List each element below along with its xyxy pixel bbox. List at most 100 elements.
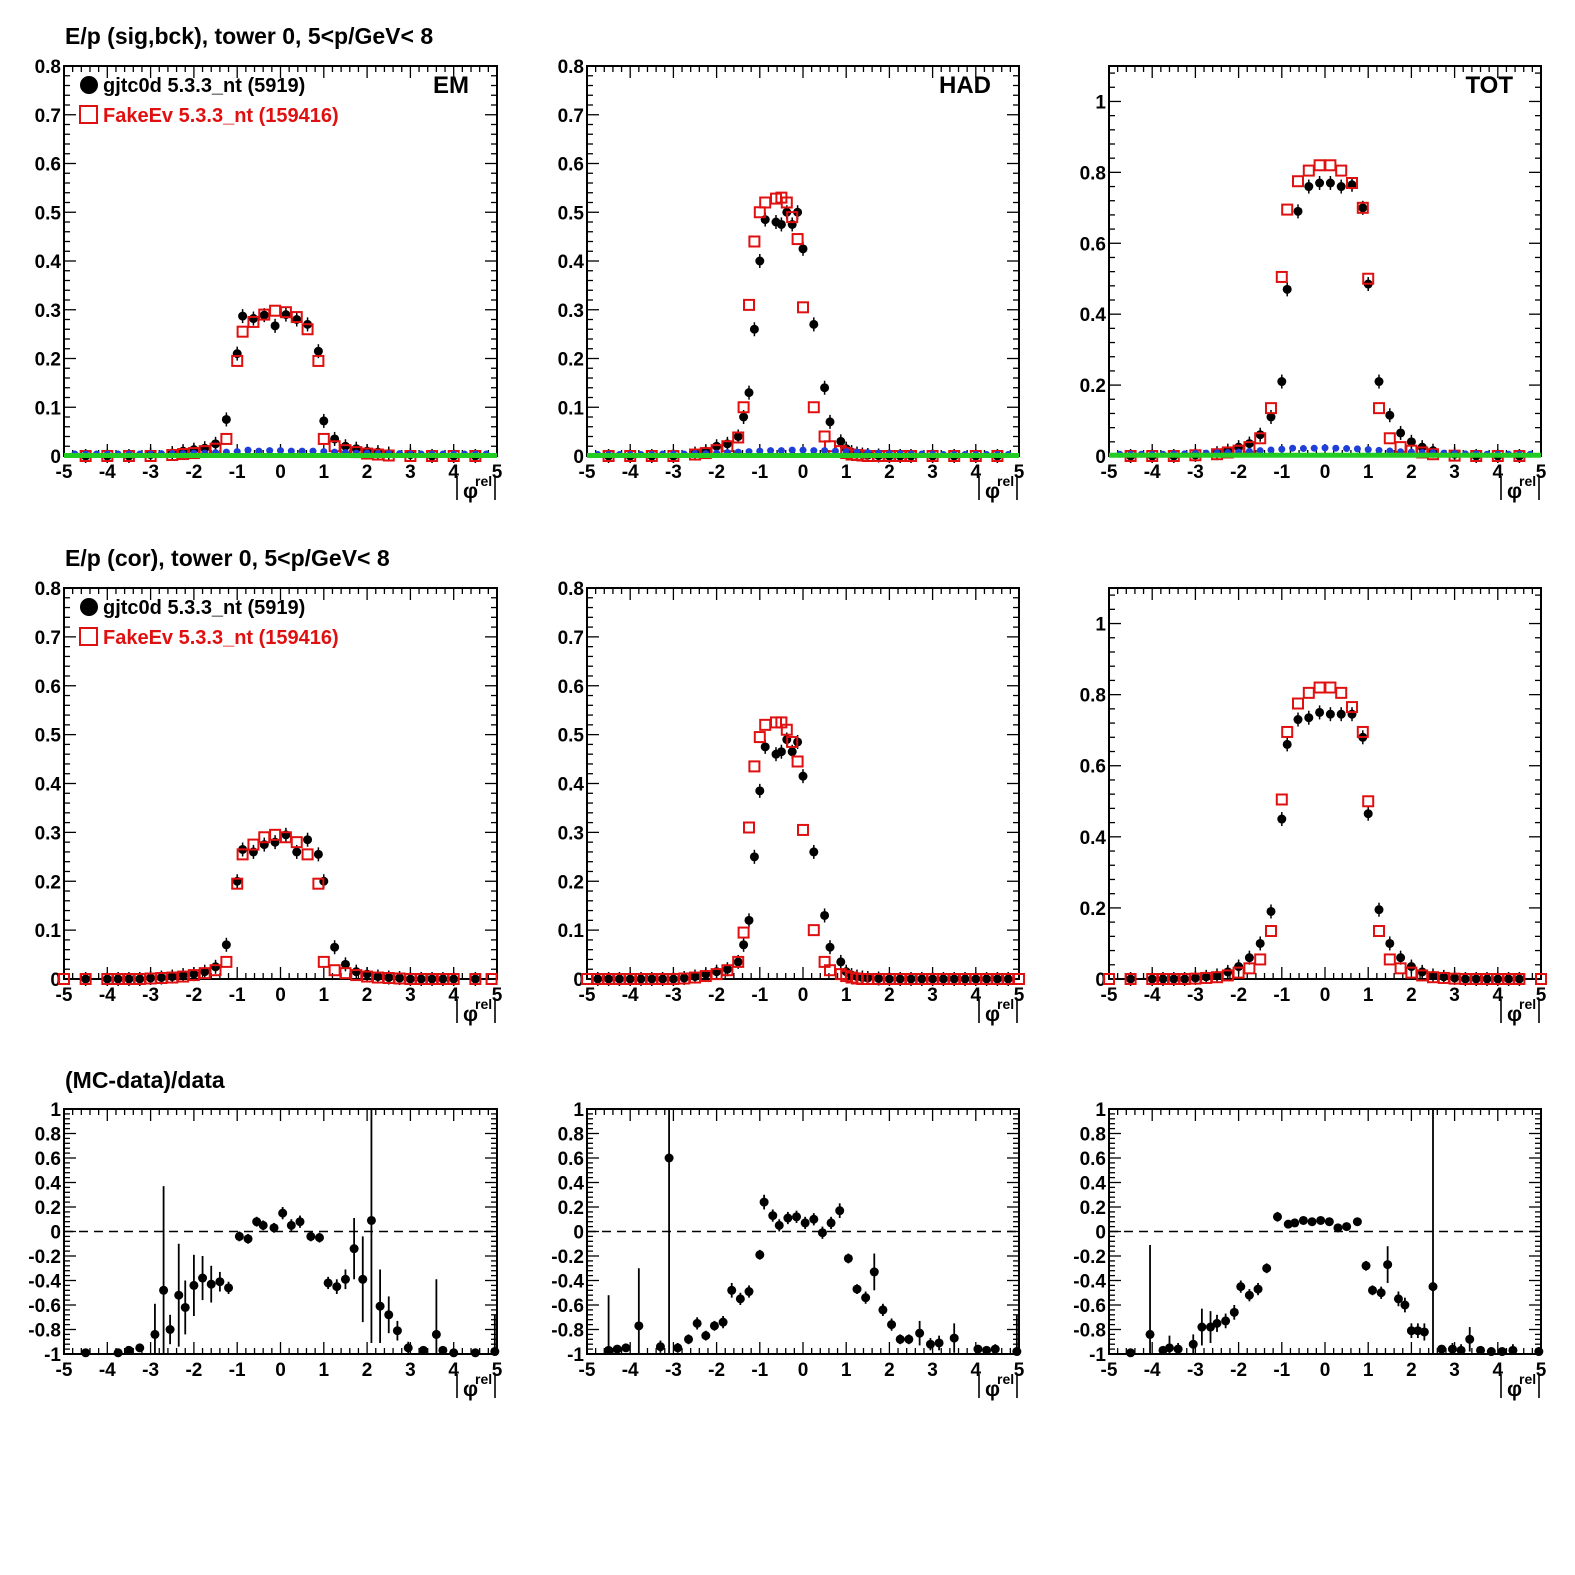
legend-data-label: gjtc0d 5.3.3_nt (5919) bbox=[103, 597, 305, 619]
data-point bbox=[636, 974, 646, 984]
data-point bbox=[1336, 709, 1346, 719]
bck-data-point bbox=[821, 447, 829, 455]
mc-point bbox=[1362, 795, 1375, 808]
ratio-point bbox=[1307, 1217, 1317, 1227]
ratio-point bbox=[755, 1250, 765, 1260]
x-axis-label-phi: φ bbox=[985, 1378, 1000, 1401]
mc-point bbox=[743, 821, 755, 834]
bck-data-point bbox=[1267, 446, 1275, 454]
x-axis-label-phi: φ bbox=[463, 480, 478, 503]
x-axis-label-phi: φ bbox=[1507, 1003, 1522, 1026]
ratio-point bbox=[701, 1331, 711, 1341]
data-point bbox=[1277, 377, 1287, 387]
y-tick-label: -0.8 bbox=[28, 1321, 61, 1342]
mc-point bbox=[1383, 953, 1396, 966]
y-tick-label: 0.8 bbox=[35, 579, 61, 600]
y-tick-label: 0.2 bbox=[1080, 899, 1106, 920]
data-point bbox=[960, 974, 970, 984]
data-point bbox=[330, 942, 340, 952]
x-tick-label: 2 bbox=[884, 985, 895, 1006]
ratio-point bbox=[113, 1348, 123, 1358]
x-tick-label: -5 bbox=[579, 1360, 596, 1381]
legend-mc-marker bbox=[79, 105, 98, 124]
ratio-point bbox=[418, 1345, 428, 1355]
ratio-point bbox=[878, 1305, 888, 1315]
y-tick-label: 0.8 bbox=[1080, 163, 1106, 184]
data-point bbox=[1385, 410, 1395, 420]
mc-point bbox=[1265, 925, 1277, 938]
mc-point bbox=[79, 973, 92, 985]
ratio-point bbox=[925, 1339, 935, 1349]
x-tick-label: -2 bbox=[1230, 462, 1247, 483]
x-tick-label: -5 bbox=[56, 985, 73, 1006]
mc-point bbox=[807, 924, 820, 937]
x-tick-label: -2 bbox=[1230, 1360, 1247, 1381]
ratio-point bbox=[718, 1317, 728, 1327]
bck-data-point bbox=[1299, 445, 1307, 453]
data-point bbox=[614, 974, 624, 984]
x-tick-label: 0 bbox=[1320, 985, 1331, 1006]
data-point bbox=[1325, 178, 1335, 188]
data-point bbox=[221, 414, 231, 424]
ratio-point bbox=[1229, 1307, 1239, 1317]
ratio-point bbox=[349, 1244, 359, 1254]
y-tick-label: 0.2 bbox=[558, 872, 584, 893]
y-tick-label: 0.4 bbox=[1080, 305, 1107, 326]
mc-point bbox=[748, 235, 761, 248]
data-point bbox=[313, 346, 323, 356]
x-axis-label-phi: φ bbox=[463, 1378, 478, 1401]
x-tick-label: -5 bbox=[579, 462, 596, 483]
y-tick-label: -1 bbox=[1089, 1345, 1106, 1366]
x-tick-label: -1 bbox=[1273, 462, 1290, 483]
data-point bbox=[438, 974, 448, 984]
ratio-point bbox=[1333, 1223, 1343, 1233]
data-point bbox=[1417, 967, 1427, 977]
x-tick-label: -1 bbox=[229, 985, 246, 1006]
data-point bbox=[1460, 974, 1470, 984]
x-tick-label: 1 bbox=[841, 462, 852, 483]
x-tick-label: 1 bbox=[1363, 985, 1374, 1006]
data-point bbox=[820, 383, 830, 393]
ratio-point bbox=[1534, 1347, 1544, 1357]
ratio-point bbox=[314, 1233, 324, 1243]
data-point bbox=[1282, 739, 1292, 749]
mc-point bbox=[1103, 973, 1115, 985]
data-point bbox=[1147, 974, 1157, 984]
x-tick-label: 4 bbox=[1493, 462, 1504, 483]
y-tick-label: 0.7 bbox=[558, 628, 584, 649]
mc-point bbox=[1346, 177, 1358, 189]
data-point bbox=[776, 747, 786, 757]
data-point bbox=[1234, 962, 1244, 972]
y-tick-label: -0.2 bbox=[551, 1247, 584, 1268]
mc-point bbox=[786, 735, 799, 748]
mc-point bbox=[301, 323, 314, 336]
ratio-point bbox=[835, 1206, 845, 1216]
x-axis-label-rel: rel bbox=[997, 1371, 1014, 1387]
mc-point bbox=[1373, 925, 1385, 938]
data-point bbox=[259, 310, 269, 320]
x-tick-label: -1 bbox=[1273, 1360, 1290, 1381]
x-tick-label: -4 bbox=[99, 985, 116, 1006]
ratio-point bbox=[449, 1348, 459, 1358]
data-point bbox=[733, 957, 743, 967]
y-tick-label: 0.7 bbox=[35, 106, 61, 127]
y-tick-label: 0 bbox=[573, 447, 584, 468]
x-tick-label: -4 bbox=[1144, 462, 1161, 483]
data-point bbox=[178, 970, 188, 980]
mc-point bbox=[1243, 962, 1256, 975]
ratio-point bbox=[198, 1273, 208, 1283]
x-tick-label: 3 bbox=[405, 462, 416, 483]
mc-point bbox=[220, 432, 233, 445]
x-tick-label: 3 bbox=[927, 985, 938, 1006]
bck-data-point bbox=[810, 447, 818, 455]
data-point bbox=[416, 974, 426, 984]
mc-point bbox=[732, 955, 745, 968]
data-point bbox=[1450, 973, 1460, 983]
x-tick-label: 1 bbox=[319, 462, 330, 483]
y-tick-label: 0.4 bbox=[35, 1174, 62, 1195]
data-point bbox=[135, 974, 145, 984]
x-axis-label-rel: rel bbox=[997, 996, 1014, 1012]
mc-point bbox=[312, 877, 325, 890]
ratio-point bbox=[1262, 1263, 1272, 1273]
